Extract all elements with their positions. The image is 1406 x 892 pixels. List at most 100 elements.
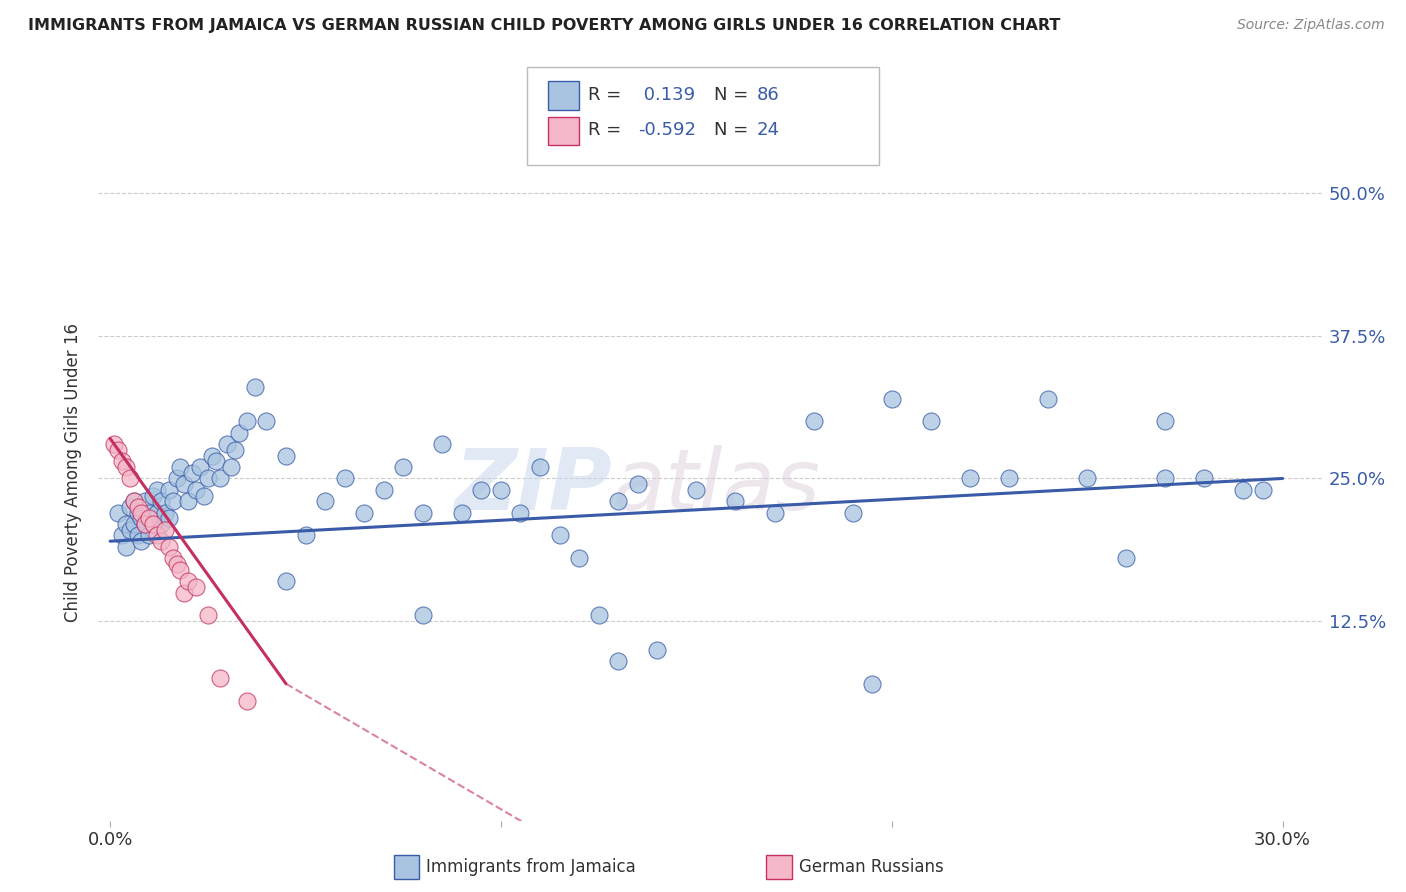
Point bbox=[228, 425, 250, 440]
Point bbox=[685, 483, 707, 497]
Point bbox=[149, 517, 172, 532]
Point bbox=[1232, 483, 1254, 497]
Point bbox=[166, 471, 188, 485]
Point bbox=[333, 471, 356, 485]
Point bbox=[224, 442, 246, 457]
Point bbox=[274, 574, 297, 588]
Point bbox=[236, 414, 259, 428]
Point bbox=[470, 483, 492, 497]
Point bbox=[142, 517, 165, 532]
Point bbox=[627, 477, 650, 491]
Point bbox=[998, 471, 1021, 485]
Point bbox=[114, 540, 136, 554]
Point bbox=[256, 414, 278, 428]
Point bbox=[529, 460, 551, 475]
Point bbox=[1036, 392, 1059, 406]
Point bbox=[1154, 414, 1177, 428]
Point bbox=[134, 517, 156, 532]
Point bbox=[221, 460, 243, 475]
Point bbox=[294, 528, 316, 542]
Point bbox=[157, 540, 180, 554]
Point bbox=[204, 454, 226, 468]
Text: 0.139: 0.139 bbox=[638, 86, 696, 103]
Point bbox=[122, 494, 145, 508]
Point bbox=[392, 460, 415, 475]
Point bbox=[353, 506, 375, 520]
Point bbox=[127, 500, 149, 514]
Point bbox=[197, 608, 219, 623]
Text: ZIP: ZIP bbox=[454, 445, 612, 528]
Point bbox=[1076, 471, 1098, 485]
Point bbox=[131, 511, 153, 525]
Point bbox=[959, 471, 981, 485]
Point bbox=[118, 471, 141, 485]
Point bbox=[184, 580, 207, 594]
Point bbox=[111, 454, 134, 468]
Point bbox=[153, 523, 176, 537]
Point bbox=[568, 551, 591, 566]
Point bbox=[157, 483, 180, 497]
Point bbox=[181, 466, 204, 480]
Text: Source: ZipAtlas.com: Source: ZipAtlas.com bbox=[1237, 18, 1385, 32]
Point bbox=[142, 489, 165, 503]
Point bbox=[146, 506, 169, 520]
Point bbox=[157, 511, 180, 525]
Point bbox=[162, 551, 184, 566]
Point bbox=[588, 608, 610, 623]
Point bbox=[107, 442, 129, 457]
Point bbox=[193, 489, 215, 503]
Point bbox=[122, 517, 145, 532]
Point bbox=[111, 528, 134, 542]
Point bbox=[149, 494, 172, 508]
Point bbox=[432, 437, 454, 451]
Point bbox=[450, 506, 472, 520]
Point bbox=[169, 460, 191, 475]
Point bbox=[489, 483, 512, 497]
Point bbox=[1251, 483, 1274, 497]
Point bbox=[803, 414, 825, 428]
Point bbox=[127, 528, 149, 542]
Point bbox=[548, 528, 571, 542]
Text: N =: N = bbox=[714, 121, 754, 139]
Point bbox=[412, 506, 434, 520]
Point bbox=[197, 471, 219, 485]
Point bbox=[236, 694, 259, 708]
Point bbox=[607, 494, 630, 508]
Text: atlas: atlas bbox=[612, 445, 820, 528]
Point bbox=[134, 494, 156, 508]
Point bbox=[138, 511, 160, 525]
Point bbox=[138, 528, 160, 542]
Point bbox=[122, 494, 145, 508]
Text: German Russians: German Russians bbox=[799, 858, 943, 876]
Point bbox=[860, 677, 883, 691]
Point bbox=[114, 517, 136, 532]
Point bbox=[142, 517, 165, 532]
Point bbox=[274, 449, 297, 463]
Point bbox=[146, 528, 169, 542]
Point bbox=[146, 483, 169, 497]
Point bbox=[880, 392, 903, 406]
Point bbox=[103, 437, 125, 451]
Point bbox=[509, 506, 531, 520]
Point bbox=[127, 506, 149, 520]
Point bbox=[645, 642, 668, 657]
Point bbox=[153, 506, 176, 520]
Y-axis label: Child Poverty Among Girls Under 16: Child Poverty Among Girls Under 16 bbox=[65, 323, 83, 623]
Point bbox=[373, 483, 395, 497]
Point bbox=[118, 500, 141, 514]
Text: -0.592: -0.592 bbox=[638, 121, 696, 139]
Point bbox=[1194, 471, 1216, 485]
Point bbox=[173, 585, 195, 599]
Text: IMMIGRANTS FROM JAMAICA VS GERMAN RUSSIAN CHILD POVERTY AMONG GIRLS UNDER 16 COR: IMMIGRANTS FROM JAMAICA VS GERMAN RUSSIA… bbox=[28, 18, 1060, 33]
Point bbox=[920, 414, 942, 428]
Point bbox=[184, 483, 207, 497]
Point bbox=[607, 654, 630, 668]
Point bbox=[314, 494, 336, 508]
Point bbox=[177, 574, 200, 588]
Point bbox=[208, 471, 231, 485]
Point bbox=[107, 506, 129, 520]
Point bbox=[188, 460, 211, 475]
Point bbox=[162, 494, 184, 508]
Point bbox=[118, 523, 141, 537]
Point bbox=[169, 563, 191, 577]
